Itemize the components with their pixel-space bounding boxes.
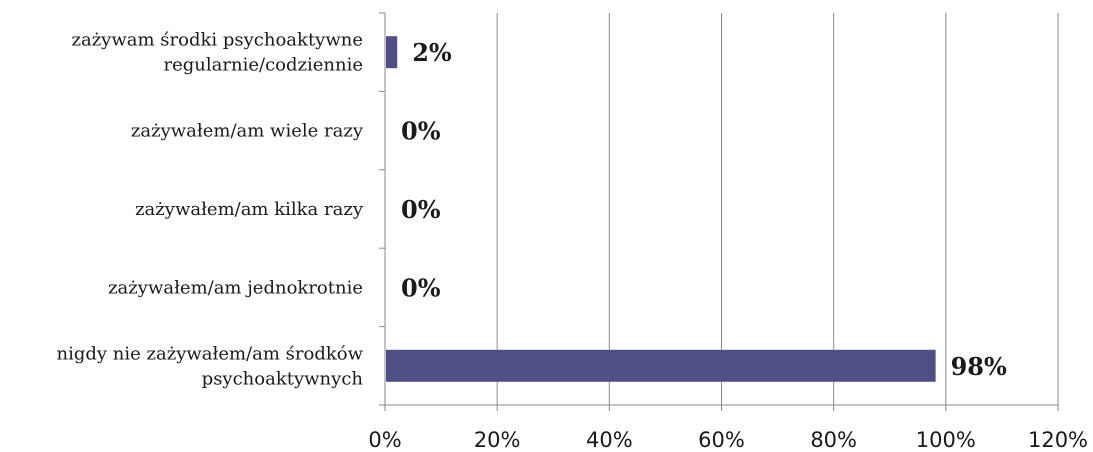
category-label: zażywałem/am kilka razy [135, 199, 364, 220]
axes [379, 12, 1059, 411]
x-tick-labels: 0% 20% 40% 60% 80% 100% 120% [368, 428, 1088, 452]
x-tick-label: 120% [1028, 428, 1088, 452]
data-label: 2% [412, 38, 452, 67]
x-tick-label: 40% [586, 428, 633, 452]
category-label: zażywałem/am jednokrotnie [108, 277, 363, 298]
data-label: 0% [401, 273, 441, 302]
category-label: nigdy nie zażywałem/am środków psychoakty… [56, 343, 363, 389]
grid-lines [496, 13, 1059, 405]
x-tick-label: 100% [916, 428, 976, 452]
x-tick-label: 20% [474, 428, 521, 452]
data-label: 0% [401, 117, 441, 146]
bar [386, 349, 936, 382]
category-label: zażywałem/am wiele razy [131, 121, 364, 142]
category-labels: zażywam środki psychoaktywne regularnie/c… [56, 30, 363, 390]
x-tick-label: 0% [368, 428, 401, 452]
data-label: 0% [401, 195, 441, 224]
category-label: zażywam środki psychoaktywne regularnie/c… [71, 30, 363, 76]
data-label: 98% [951, 352, 1007, 381]
x-tick-label: 80% [810, 428, 857, 452]
bar [386, 36, 398, 69]
bars [386, 36, 936, 382]
data-labels: 2% 0% 0% 0% 98% [401, 38, 1007, 381]
x-tick-label: 60% [698, 428, 745, 452]
